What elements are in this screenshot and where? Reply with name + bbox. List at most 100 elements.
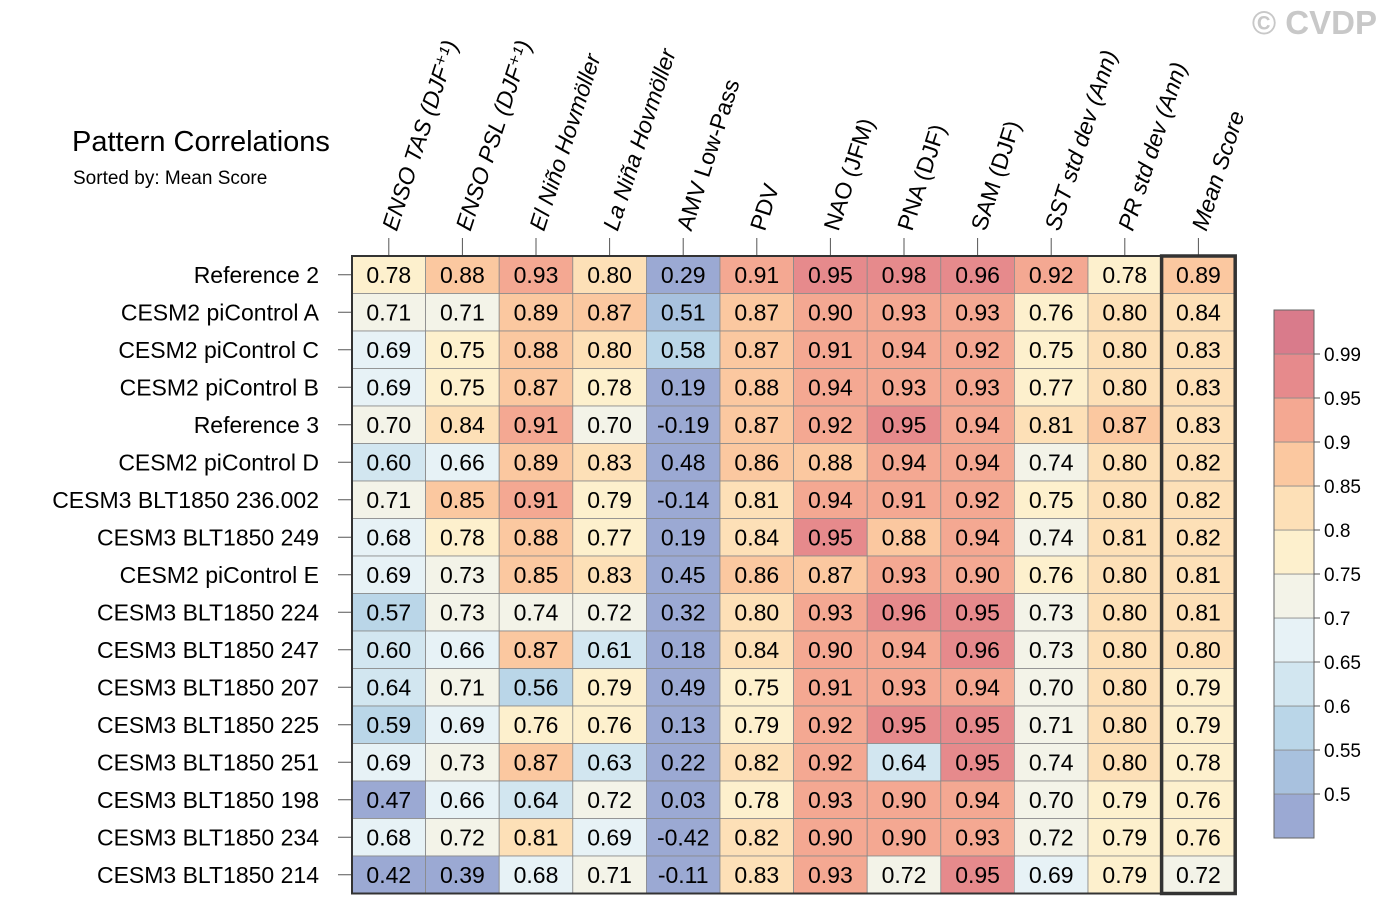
cell-value-label: 0.63 <box>587 749 632 775</box>
cell-value-label: 0.91 <box>808 337 853 363</box>
heatmap-cell <box>719 630 794 669</box>
cell-value-label: 0.66 <box>440 449 485 475</box>
row-label: CESM3 BLT1850 234 <box>97 824 319 850</box>
cell-value-label: 0.80 <box>1102 487 1147 513</box>
cell-value-label: 0.95 <box>955 862 1000 888</box>
heatmap-cell <box>646 405 721 444</box>
cell-value-label: 0.73 <box>1029 637 1074 663</box>
heatmap-cell <box>940 555 1015 594</box>
cell-value-label: 0.80 <box>1102 299 1147 325</box>
row-label: CESM2 piControl B <box>120 374 319 400</box>
colorbar-swatch <box>1273 309 1315 355</box>
cell-value-label: 0.72 <box>882 862 927 888</box>
heatmap-cell <box>940 705 1015 744</box>
colorbar-swatch <box>1273 441 1315 487</box>
cell-value-label: 0.93 <box>882 299 927 325</box>
row-label: CESM3 BLT1850 224 <box>97 599 319 625</box>
heatmap-cell <box>1014 255 1089 294</box>
heatmap-cell <box>793 705 868 744</box>
colorbar-swatch <box>1273 749 1315 795</box>
cell-value-label: 0.80 <box>587 337 632 363</box>
heatmap-cell <box>1014 518 1089 557</box>
cell-value-label: 0.92 <box>1029 262 1074 288</box>
cell-value-label: 0.69 <box>366 374 411 400</box>
cell-value-label: 0.93 <box>882 374 927 400</box>
cell-value-label: 0.93 <box>955 374 1000 400</box>
cell-value-label: 0.74 <box>1029 524 1074 550</box>
heatmap-cell <box>866 405 942 444</box>
cell-value-label: 0.42 <box>366 862 411 888</box>
cell-value-label: 0.29 <box>661 262 706 288</box>
heatmap-cell <box>866 555 942 594</box>
heatmap-cell <box>425 855 500 894</box>
cell-value-label: 0.88 <box>734 374 779 400</box>
heatmap-cell <box>646 743 721 782</box>
colorbar-tick-label: 0.75 <box>1324 565 1361 586</box>
heatmap-cell <box>1161 743 1236 782</box>
cell-value-label: 0.71 <box>587 862 632 888</box>
heatmap-cell <box>719 293 794 332</box>
heatmap-cell <box>498 593 574 632</box>
heatmap-cell <box>719 780 794 819</box>
heatmap-cell <box>498 330 574 369</box>
heatmap-cell <box>793 630 868 669</box>
watermark: © CVDP <box>1251 4 1377 41</box>
heatmap-cell <box>1087 743 1162 782</box>
cell-value-label: 0.51 <box>661 299 706 325</box>
heatmap-cell <box>1087 705 1162 744</box>
cell-value-label: 0.79 <box>734 712 779 738</box>
colorbar-swatch <box>1273 485 1315 531</box>
cell-value-label: 0.81 <box>1176 599 1221 625</box>
cell-value-label: 0.79 <box>587 487 632 513</box>
heatmap-cell <box>866 518 942 557</box>
cell-value-label: 0.96 <box>882 599 927 625</box>
cell-value-label: 0.60 <box>366 449 411 475</box>
cell-value-label: 0.70 <box>587 412 632 438</box>
heatmap-cell <box>719 255 794 294</box>
heatmap-cell <box>940 518 1015 557</box>
heatmap-cell <box>425 668 500 707</box>
heatmap-cell <box>793 293 868 332</box>
heatmap-cell <box>646 630 721 669</box>
heatmap-cell <box>572 780 647 819</box>
cell-value-label: 0.92 <box>808 412 853 438</box>
cell-value-label: 0.80 <box>1102 562 1147 588</box>
cell-value-label: 0.94 <box>808 487 853 513</box>
cell-value-label: 0.71 <box>440 674 485 700</box>
cell-value-label: 0.64 <box>514 787 559 813</box>
heatmap-cell <box>719 480 794 519</box>
cell-value-label: 0.79 <box>587 674 632 700</box>
cell-value-label: 0.87 <box>734 337 779 363</box>
heatmap-cell <box>1161 443 1236 482</box>
chart-title: Pattern Correlations <box>72 126 330 158</box>
heatmap-cell <box>572 855 647 894</box>
cell-value-label: 0.95 <box>955 599 1000 625</box>
cell-value-label: 0.80 <box>1102 637 1147 663</box>
heatmap-cell <box>351 593 426 632</box>
cell-value-label: 0.73 <box>440 749 485 775</box>
cell-value-label: 0.76 <box>1176 787 1221 813</box>
heatmap-cell <box>1087 668 1162 707</box>
heatmap-cell <box>1014 630 1089 669</box>
heatmap-cell <box>719 668 794 707</box>
row-labels: Reference 2 CESM2 piControl A CESM2 piCont… <box>52 262 352 888</box>
heatmap-cell <box>1161 555 1236 594</box>
heatmap-cell <box>866 593 942 632</box>
heatmap-cell <box>866 255 942 294</box>
heatmap-cell <box>1014 443 1089 482</box>
heatmap-cell <box>1087 480 1162 519</box>
heatmap-cell <box>646 818 721 857</box>
heatmap-cell <box>498 705 574 744</box>
colorbar-tick-label: 0.9 <box>1324 433 1350 454</box>
mean-score-highlight-box <box>1159 254 1237 896</box>
colorbar-tick-label: 0.55 <box>1324 741 1361 762</box>
cell-value-label: 0.64 <box>366 674 411 700</box>
cell-value-label: 0.93 <box>514 262 559 288</box>
row-label: CESM3 BLT1850 198 <box>97 787 319 813</box>
cell-value-label: 0.92 <box>808 749 853 775</box>
cell-value-label: 0.90 <box>882 787 927 813</box>
column-label: PNA (DJF) <box>892 121 951 234</box>
cell-value-label: 0.93 <box>808 599 853 625</box>
cell-value-label: 0.47 <box>366 787 411 813</box>
cell-value-label: 0.78 <box>440 524 485 550</box>
